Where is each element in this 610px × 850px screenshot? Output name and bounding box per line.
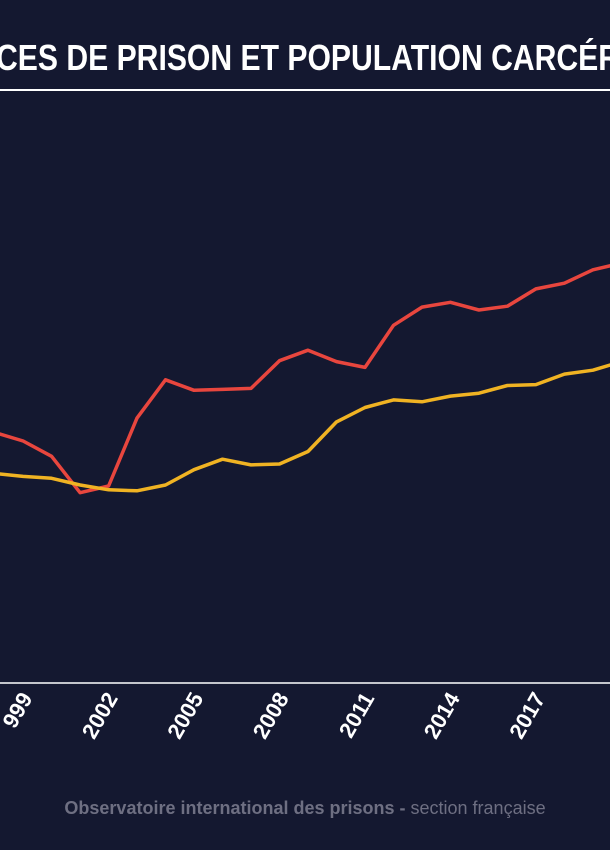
source-light: section française xyxy=(411,798,546,818)
chart-title: CES DE PRISON ET POPULATION CARCÉR xyxy=(0,37,610,78)
source: Observatoire international des prisons -… xyxy=(64,798,545,818)
source-bold: Observatoire international des prisons - xyxy=(64,798,405,818)
series-line xyxy=(0,363,610,493)
